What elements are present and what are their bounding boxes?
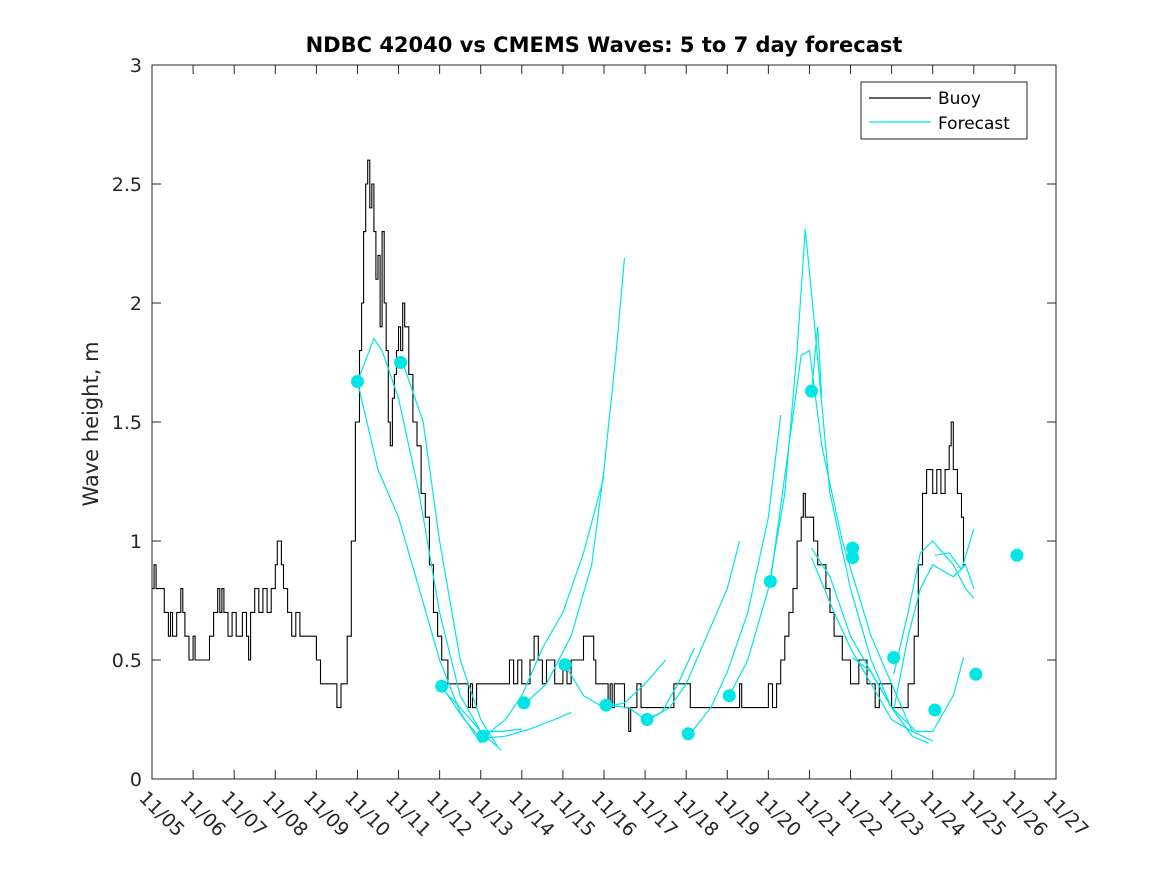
forecast-series-line-17: [893, 540, 975, 675]
y-tick-label: 2.5: [112, 174, 142, 196]
x-tick-label: 11/12: [422, 787, 476, 841]
x-tick-label: 11/19: [710, 787, 764, 841]
forecast-marker-1: [394, 356, 408, 369]
x-tick-label: 11/10: [340, 787, 394, 841]
x-tick-label: 11/24: [915, 787, 969, 841]
y-tick-label: 0: [130, 769, 142, 791]
buoy-series-line: [152, 159, 966, 732]
forecast-series-line-12: [769, 349, 913, 732]
forecast-marker-17: [1010, 548, 1024, 562]
y-tick-label: 2: [130, 293, 142, 315]
chart-title: NDBC 42040 vs CMEMS Waves: 5 to 7 day fo…: [306, 33, 903, 57]
forecast-marker-7: [640, 713, 654, 726]
y-axis-label: Wave height, m: [79, 341, 103, 506]
forecast-marker-9: [722, 689, 736, 703]
forecast-marker-14: [887, 651, 901, 665]
forecast-marker-4: [517, 696, 531, 710]
y-tick-label: 1: [130, 531, 142, 553]
x-tick-label: 11/26: [997, 787, 1051, 841]
x-tick-label: 11/16: [586, 787, 640, 841]
forecast-series-line-9: [648, 540, 741, 721]
x-tick-label: 11/07: [217, 787, 271, 841]
forecast-marker-2: [435, 679, 449, 693]
forecast-series-line-19: [893, 563, 975, 711]
x-tick-label: 11/23: [874, 787, 928, 841]
y-tick-label: 3: [130, 55, 142, 77]
forecast-series-line-13: [810, 326, 823, 399]
forecast-series-line-5: [484, 476, 605, 737]
x-tick-label: 11/20: [751, 787, 805, 841]
forecast-series-line-7: [564, 659, 667, 709]
forecast-series-line-15: [810, 557, 933, 742]
y-tick-label: 0.5: [112, 650, 142, 672]
forecast-marker-3: [476, 729, 490, 743]
forecast-series-line-2: [402, 362, 498, 747]
x-tick-label: 11/06: [176, 787, 230, 841]
y-tick-label: 1.5: [112, 412, 142, 434]
plot-content: [152, 159, 1024, 751]
x-tick-label: 11/22: [833, 787, 887, 841]
x-tick-label: 11/27: [1038, 787, 1092, 841]
x-tick-label: 11/17: [628, 787, 682, 841]
x-tick-label: 11/15: [545, 787, 599, 841]
forecast-marker-12: [846, 541, 860, 555]
legend-label-forecast: Forecast: [938, 114, 1010, 134]
x-tick-label: 11/11: [381, 787, 435, 841]
forecast-series-line-0: [356, 337, 502, 751]
forecast-series-line-11: [728, 229, 913, 737]
x-tick-label: 11/05: [134, 787, 188, 841]
forecast-series-line-16: [852, 657, 965, 733]
forecast-marker-16: [969, 667, 983, 681]
legend: Buoy Forecast: [860, 81, 1028, 140]
x-tick-label: 11/09: [299, 787, 353, 841]
forecast-series-line-10: [689, 414, 782, 735]
legend-box: [860, 81, 1028, 140]
plot-area: [152, 65, 1056, 779]
forecast-marker-8: [681, 727, 695, 741]
forecast-series-line-18: [934, 528, 975, 571]
x-tick-label: 11/14: [504, 787, 558, 841]
forecast-series-line-4: [441, 685, 572, 740]
forecast-marker-10: [763, 575, 777, 588]
x-tick-label: 11/18: [669, 787, 723, 841]
legend-label-buoy: Buoy: [938, 89, 981, 109]
forecast-marker-6: [599, 698, 613, 712]
forecast-marker-15: [928, 703, 942, 717]
x-tick-label: 11/08: [258, 787, 312, 841]
x-tick-label: 11/21: [792, 787, 846, 841]
forecast-marker-11: [805, 384, 818, 398]
forecast-series-line-8: [606, 647, 695, 721]
x-tick-label: 11/25: [956, 787, 1010, 841]
forecast-marker-0: [351, 375, 364, 388]
forecast-marker-5: [558, 658, 572, 672]
forecast-series-line-6: [525, 257, 626, 704]
forecast-marker-13: [846, 551, 860, 565]
x-tick-label: 11/13: [463, 787, 517, 841]
